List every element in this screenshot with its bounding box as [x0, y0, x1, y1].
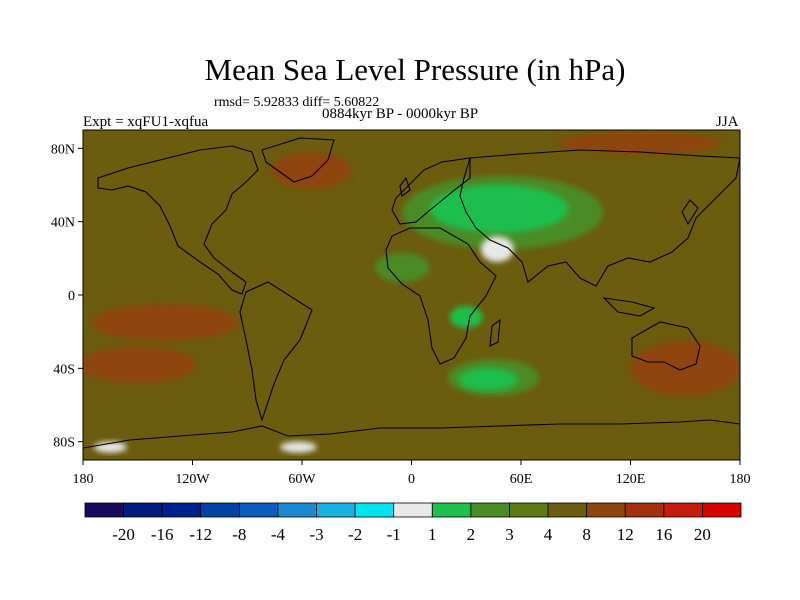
colorbar-swatch — [586, 502, 626, 518]
season-label: JJA — [716, 114, 739, 130]
region-greenland-high — [270, 152, 352, 189]
colorbar-swatch — [470, 502, 510, 518]
colorbar-swatch — [161, 502, 202, 518]
x-tick-label: 0 — [408, 472, 415, 487]
colorbar-swatch — [200, 502, 240, 518]
x-axis: 180 120W 60W 0 60E 120E 180 — [73, 460, 751, 487]
x-tick-label: 60W — [288, 472, 316, 487]
colorbar-label: 8 — [582, 525, 591, 544]
colorbar-swatch — [431, 502, 472, 518]
x-tick-label: 180 — [73, 472, 94, 487]
colorbar-swatch — [702, 502, 742, 518]
plot-background — [83, 130, 740, 460]
pressure-anomaly-regions — [83, 131, 740, 453]
colorbar-label: -8 — [232, 525, 246, 544]
colorbar-label: -16 — [151, 525, 174, 544]
y-tick-label: 40S — [53, 362, 75, 377]
colorbar-swatch — [663, 502, 703, 518]
chart-title: Mean Sea Level Pressure (in hPa) — [204, 52, 626, 87]
colorbar-swatch — [354, 502, 395, 518]
colorbar-swatch — [547, 502, 588, 518]
colorbar-label: -1 — [387, 525, 401, 544]
colorbar-label: -20 — [112, 525, 135, 544]
colorbar-swatch — [393, 502, 433, 518]
colorbar-label: -4 — [271, 525, 286, 544]
y-tick-label: 40N — [51, 216, 75, 231]
region-central-asia-core — [429, 185, 569, 233]
colorbar-label: 16 — [655, 525, 672, 544]
region-antarctic-core-peninsula — [280, 441, 317, 453]
colorbar-swatch — [84, 502, 124, 518]
colorbar-swatch — [123, 502, 163, 518]
colorbar-swatch — [509, 502, 549, 518]
colorbar-label: 1 — [428, 525, 437, 544]
region-arabia-core — [480, 236, 514, 262]
x-tick-label: 120E — [616, 472, 646, 487]
colorbar-label: 2 — [467, 525, 476, 544]
x-tick-label: 60E — [510, 472, 533, 487]
y-tick-label: 0 — [68, 289, 75, 304]
colorbar-swatch — [238, 502, 279, 518]
region-west-africa-low — [375, 252, 430, 283]
x-tick-label: 120W — [175, 472, 210, 487]
colorbar-label: -2 — [348, 525, 362, 544]
experiment-label: Expt = xqFU1-xqfua — [83, 114, 209, 130]
stats-text: rmsd= 5.92833 diff= 5.60822 — [214, 95, 380, 110]
colorbar-label: 4 — [544, 525, 553, 544]
y-tick-label: 80S — [53, 436, 75, 451]
colorbar-label: 12 — [617, 525, 634, 544]
region-north-pacific-high — [92, 304, 239, 341]
x-tick-label: 180 — [730, 472, 751, 487]
colorbar-swatch — [624, 502, 665, 518]
colorbar-swatch — [316, 502, 356, 518]
region-arctic-high — [557, 131, 722, 154]
region-east-africa — [449, 306, 483, 328]
colorbar-label: 20 — [694, 525, 711, 544]
coastlines — [83, 137, 740, 449]
colorbar-label: -12 — [189, 525, 212, 544]
y-tick-label: 80N — [51, 142, 75, 157]
colorbar-label: 3 — [505, 525, 514, 544]
colorbar-label: -3 — [309, 525, 323, 544]
region-south-pacific-high — [83, 346, 197, 383]
colorbar: -20 -16 -12 -8 -4 -3 -2 -1 1 2 3 4 8 12 16 20 — [84, 502, 742, 544]
region-south-atlantic-core — [458, 368, 518, 391]
period-text: 0884kyr BP - 0000kyr BP — [322, 106, 479, 122]
y-axis: 80N 40N 0 40S 80S — [51, 142, 83, 451]
colorbar-swatch — [277, 502, 317, 518]
